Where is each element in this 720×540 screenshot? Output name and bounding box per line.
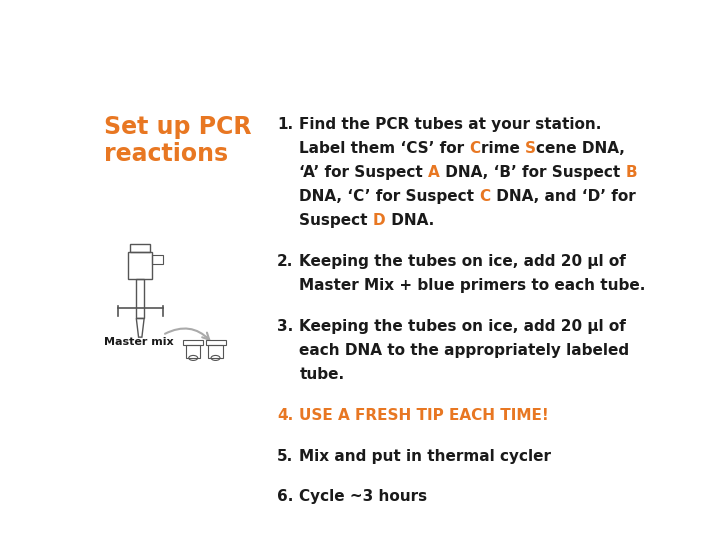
Bar [130,245,150,252]
Text: DNA, ‘C’ for Suspect: DNA, ‘C’ for Suspect [300,189,480,204]
Text: A: A [428,165,440,180]
Text: Find the PCR tubes at your station.: Find the PCR tubes at your station. [300,117,602,132]
Text: C: C [480,189,490,204]
Text: 1.: 1. [277,117,293,132]
Bar [153,255,163,265]
Bar [205,341,225,345]
Bar [186,345,200,358]
Bar [128,252,153,279]
Text: S: S [525,141,536,156]
Text: Label them ‘CS’ for: Label them ‘CS’ for [300,141,469,156]
Text: 3.: 3. [277,319,293,334]
Text: Master Mix + blue primers to each tube.: Master Mix + blue primers to each tube. [300,278,646,293]
Text: DNA, and ‘D’ for: DNA, and ‘D’ for [490,189,635,204]
Text: Mix and put in thermal cycler: Mix and put in thermal cycler [300,449,552,463]
FancyArrowPatch shape [165,328,210,340]
Text: cene DNA,: cene DNA, [536,141,625,156]
Text: each DNA to the appropriately labeled: each DNA to the appropriately labeled [300,343,629,358]
Text: C: C [469,141,481,156]
Text: USE A FRESH TIP EACH TIME!: USE A FRESH TIP EACH TIME! [300,408,549,423]
Text: tube.: tube. [300,367,344,382]
Text: ‘A’ for Suspect: ‘A’ for Suspect [300,165,428,180]
Text: Master mix: Master mix [104,337,174,347]
Text: 2.: 2. [277,254,293,269]
Bar [208,345,222,358]
Text: D: D [373,213,386,228]
Text: Suspect: Suspect [300,213,373,228]
Text: Cycle ~3 hours: Cycle ~3 hours [300,489,428,504]
Text: 5.: 5. [277,449,293,463]
Text: Keeping the tubes on ice, add 20 µl of: Keeping the tubes on ice, add 20 µl of [300,254,626,269]
Text: DNA, ‘B’ for Suspect: DNA, ‘B’ for Suspect [440,165,626,180]
Text: 4.: 4. [277,408,293,423]
Text: DNA.: DNA. [386,213,434,228]
Text: B: B [626,165,637,180]
Text: Keeping the tubes on ice, add 20 µl of: Keeping the tubes on ice, add 20 µl of [300,319,626,334]
Text: Set up PCR
reactions: Set up PCR reactions [104,114,251,166]
Bar [183,341,203,345]
Bar [136,279,144,319]
Text: rime: rime [481,141,525,156]
Text: 6.: 6. [277,489,293,504]
